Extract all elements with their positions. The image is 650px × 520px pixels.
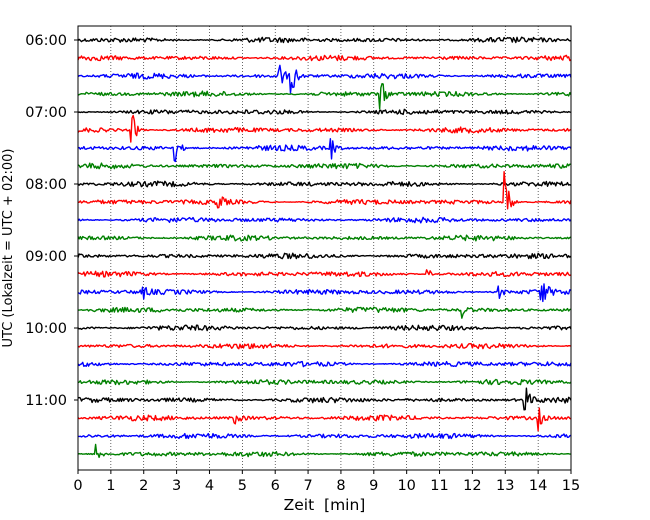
trace-line — [77, 378, 572, 386]
x-tick-label: 12 — [463, 478, 481, 494]
x-tick-label: 14 — [529, 478, 547, 494]
trace-line — [77, 114, 572, 143]
trace-line — [77, 36, 572, 44]
trace-line — [77, 162, 572, 170]
trace-line — [77, 432, 572, 440]
x-tick-label: 15 — [562, 478, 580, 494]
plot-frame — [77, 25, 572, 471]
x-tick-label: 9 — [369, 478, 378, 494]
x-tick-label: 7 — [303, 478, 312, 494]
trace-line — [77, 387, 572, 411]
x-axis-ticks: 0 1 2 3 4 5 6 7 8 9 10 11 12 13 14 15 — [73, 470, 580, 494]
y-tick-label: 09:00 — [25, 249, 67, 265]
plot-background — [78, 26, 571, 470]
y-tick-label: 06:00 — [25, 33, 67, 49]
y-tick-label: 08:00 — [25, 177, 67, 193]
trace-line — [77, 443, 572, 459]
trace-line — [77, 108, 572, 116]
x-tick-label: 10 — [397, 478, 415, 494]
x-tick-label: 2 — [139, 478, 148, 494]
trace-line — [77, 83, 572, 110]
trace-line — [77, 407, 572, 432]
trace-line — [77, 252, 572, 260]
trace-line — [77, 64, 572, 94]
seismic-traces — [77, 36, 572, 459]
trace-line — [77, 269, 572, 278]
trace-line — [77, 342, 572, 350]
x-tick-label: 13 — [496, 478, 514, 494]
trace-line — [77, 54, 572, 62]
trace-line — [77, 216, 572, 224]
x-tick-label: 5 — [238, 478, 247, 494]
trace-line — [77, 180, 572, 188]
trace-line — [77, 324, 572, 332]
y-tick-label: 10:00 — [25, 321, 67, 337]
trace-line — [77, 234, 572, 242]
x-tick-label: 1 — [106, 478, 115, 494]
trace-line — [77, 138, 572, 163]
y-axis-label: UTC (Lokalzeit = UTC + 02:00) — [1, 149, 16, 348]
trace-line — [77, 170, 572, 210]
y-axis-ticks: 06:00 07:00 08:00 09:00 10:00 11:00 — [25, 33, 78, 409]
vertical-grid — [110, 26, 539, 470]
x-tick-label: 4 — [205, 478, 214, 494]
trace-line — [77, 360, 572, 368]
x-tick-label: 6 — [271, 478, 280, 494]
x-tick-label: 11 — [430, 478, 448, 494]
trace-line — [77, 283, 572, 303]
x-axis-label: Zeit [min] — [284, 496, 366, 514]
x-tick-label: 0 — [73, 478, 82, 494]
y-tick-label: 11:00 — [25, 393, 67, 409]
trace-line — [77, 306, 572, 319]
y-tick-label: 07:00 — [25, 105, 67, 121]
x-tick-label: 3 — [172, 478, 181, 494]
x-tick-label: 8 — [336, 478, 345, 494]
